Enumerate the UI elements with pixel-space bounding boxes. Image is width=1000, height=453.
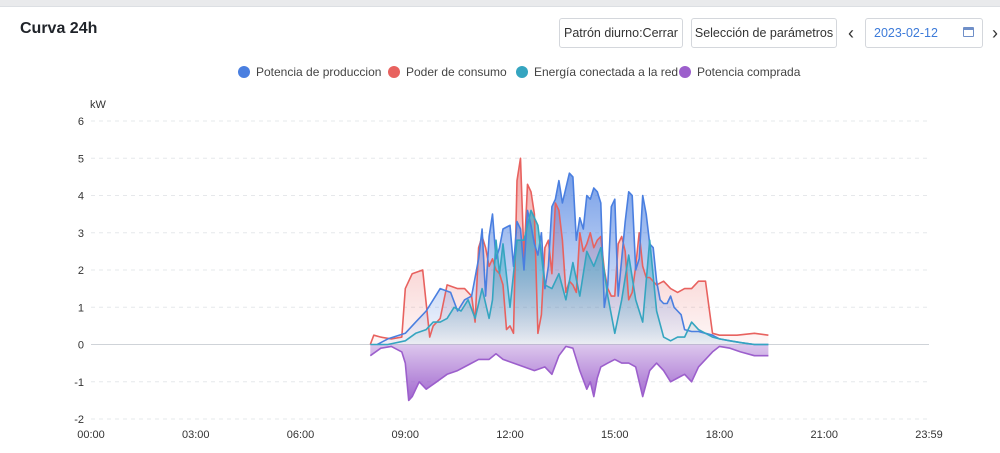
legend-dot-production <box>238 66 250 78</box>
x-tick-label: 03:00 <box>182 429 210 441</box>
y-tick-label: 5 <box>78 153 84 165</box>
y-tick-label: 4 <box>78 191 84 203</box>
calendar-icon[interactable] <box>963 27 974 37</box>
series-line-3[interactable] <box>369 345 769 402</box>
page-title: Curva 24h <box>20 20 98 37</box>
x-tick-label: 09:00 <box>391 429 419 441</box>
legend-label-consumption: Poder de consumo <box>406 65 507 79</box>
legend-dot-grid <box>516 66 528 78</box>
x-tick-label: 15:00 <box>601 429 629 441</box>
x-tick-label: 12:00 <box>496 429 524 441</box>
date-picker-input[interactable]: 2023-02-12 <box>865 18 983 48</box>
chart-card <box>0 6 1000 453</box>
series-area-3 <box>370 344 769 401</box>
legend-dot-purchased <box>679 66 691 78</box>
pattern-mode-button[interactable]: Patrón diurno:Cerrar <box>559 18 683 48</box>
series-area-2 <box>370 210 769 345</box>
x-tick-label: 06:00 <box>287 429 315 441</box>
y-tick-label: 2 <box>78 265 84 277</box>
y-tick-label: 0 <box>78 340 84 352</box>
y-tick-label: 3 <box>78 228 84 240</box>
date-value: 2023-02-12 <box>874 26 938 40</box>
x-tick-label: 00:00 <box>77 429 105 441</box>
previous-date-icon[interactable]: ‹ <box>848 23 854 43</box>
next-date-icon[interactable]: › <box>992 23 998 43</box>
legend-label-production: Potencia de produccion <box>256 65 382 79</box>
y-axis-unit: kW <box>90 99 107 111</box>
y-tick-label: -2 <box>74 414 84 426</box>
series-line-0[interactable] <box>376 172 769 346</box>
series-line-1[interactable] <box>369 157 769 345</box>
parameter-selection-button[interactable]: Selección de parámetros <box>691 18 837 48</box>
x-tick-label: 21:00 <box>810 429 838 441</box>
legend-label-purchased: Potencia comprada <box>697 65 801 79</box>
chart-legend: Potencia de produccion Poder de consumo … <box>0 62 1000 82</box>
x-tick-label: 23:59 <box>915 429 943 441</box>
x-tick-label: 18:00 <box>706 429 734 441</box>
legend-label-grid: Energía conectada a la red <box>534 65 679 79</box>
y-tick-label: -1 <box>74 377 84 389</box>
series-line-2[interactable] <box>370 209 769 346</box>
y-tick-label: 6 <box>78 116 84 128</box>
y-tick-label: 1 <box>78 302 84 314</box>
series-area-0 <box>377 173 769 345</box>
legend-dot-consumption <box>388 66 400 78</box>
